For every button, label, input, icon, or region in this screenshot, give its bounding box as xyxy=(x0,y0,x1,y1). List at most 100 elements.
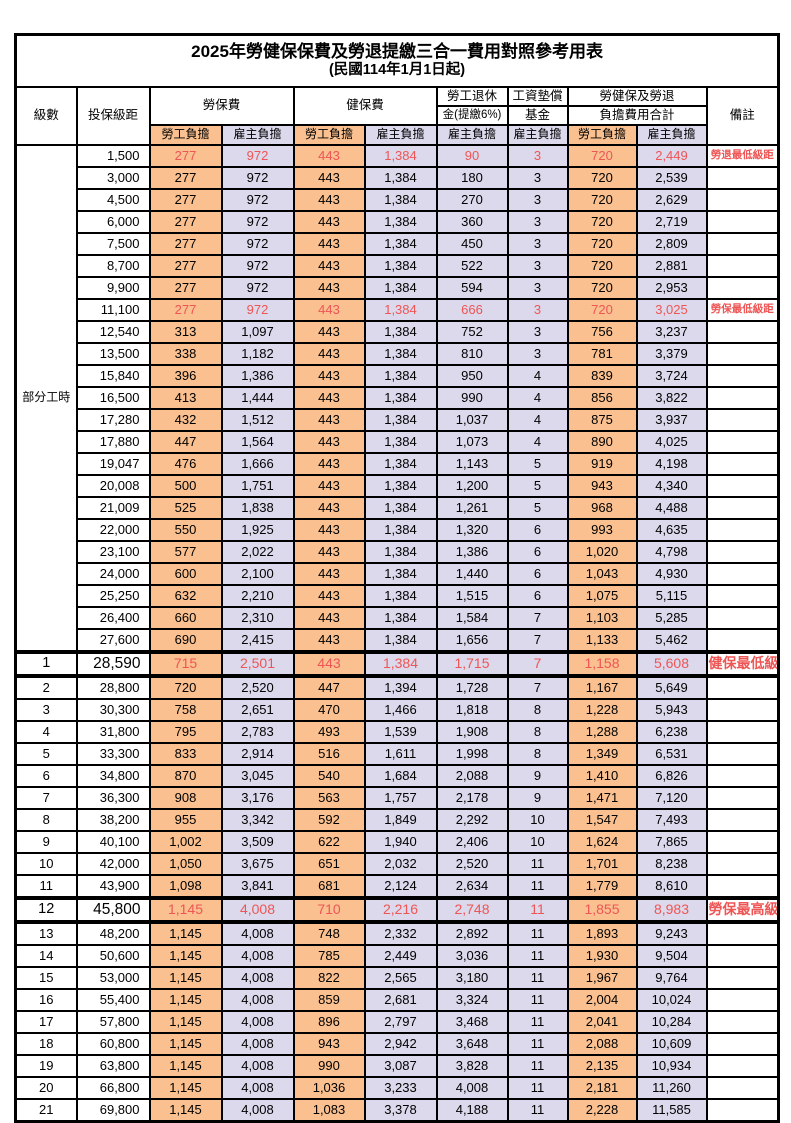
labor-ins-employer-cell: 1,444 xyxy=(220,386,295,410)
remark-cell xyxy=(705,830,780,854)
remark-cell xyxy=(705,562,780,586)
wage-fund-employer-cell: 11 xyxy=(506,1076,569,1100)
bracket-cell: 4,500 xyxy=(75,188,151,212)
col-header-level: 級數 xyxy=(14,86,78,146)
pension-employer-cell: 2,892 xyxy=(435,921,509,946)
bracket-cell: 16,500 xyxy=(75,386,151,410)
labor-ins-employer-cell: 4,008 xyxy=(220,988,295,1012)
health-ins-employer-cell: 2,942 xyxy=(363,1032,438,1056)
total-employee-cell: 2,228 xyxy=(566,1098,638,1123)
pension-employer-cell: 1,440 xyxy=(435,562,509,586)
health-ins-employee-cell: 443 xyxy=(292,496,366,520)
remark-cell xyxy=(705,166,780,190)
bracket-cell: 11,100 xyxy=(75,298,151,322)
labor-ins-employee-cell: 550 xyxy=(148,518,223,542)
labor-ins-employee-cell: 338 xyxy=(148,342,223,366)
total-employer-cell: 7,493 xyxy=(635,808,708,832)
health-ins-employer-cell: 1,384 xyxy=(363,232,438,256)
labor-ins-employee-cell: 1,145 xyxy=(148,1098,223,1123)
bracket-cell: 45,800 xyxy=(75,896,151,924)
labor-ins-employer-cell: 1,666 xyxy=(220,452,295,476)
health-ins-employee-cell: 651 xyxy=(292,852,366,876)
labor-ins-employer-cell: 2,022 xyxy=(220,540,295,564)
health-ins-employee-cell: 710 xyxy=(292,896,366,924)
pension-employer-cell: 3,468 xyxy=(435,1010,509,1034)
labor-ins-employer-cell: 2,783 xyxy=(220,720,295,744)
header-row-3: 勞工負擔 雇主負擔 勞工負擔 雇主負擔 雇主負擔 雇主負擔 勞工負擔 雇主負擔 xyxy=(16,124,779,146)
total-employee-cell: 720 xyxy=(566,144,638,168)
labor-ins-employer-cell: 972 xyxy=(220,210,295,234)
bracket-cell: 48,200 xyxy=(75,921,151,946)
health-ins-employer-cell: 2,797 xyxy=(363,1010,438,1034)
labor-ins-employer-cell: 3,045 xyxy=(220,764,295,788)
labor-ins-employer-cell: 2,914 xyxy=(220,742,295,766)
subheader-wage-fund-employer: 雇主負擔 xyxy=(506,124,569,146)
health-ins-employer-cell: 1,384 xyxy=(363,562,438,586)
wage-fund-employer-cell: 3 xyxy=(506,144,569,168)
subheader-health-employer: 雇主負擔 xyxy=(363,124,438,146)
table-row: 15 53,000 1,145 4,008 822 2,565 3,180 11 1,967 9,… xyxy=(14,966,780,990)
labor-ins-employer-cell: 1,838 xyxy=(220,496,295,520)
table-row: 5 33,300 833 2,914 516 1,611 1,998 8 1,349 6,531 xyxy=(14,742,780,766)
total-employer-cell: 6,531 xyxy=(635,742,708,766)
total-employee-cell: 1,471 xyxy=(566,786,638,810)
labor-ins-employee-cell: 1,145 xyxy=(148,1010,223,1034)
pension-employer-cell: 1,320 xyxy=(435,518,509,542)
labor-ins-employee-cell: 525 xyxy=(148,496,223,520)
health-ins-employee-cell: 443 xyxy=(292,386,366,410)
pension-employer-cell: 2,634 xyxy=(435,874,509,899)
bracket-cell: 8,700 xyxy=(75,254,151,278)
remark-cell xyxy=(705,1032,780,1056)
table-row: 17,880 447 1,564 443 1,384 1,073 4 890 4,025 xyxy=(16,430,780,454)
table-row: 24,000 600 2,100 443 1,384 1,440 6 1,043 4,930 xyxy=(16,562,780,586)
table-row: 14 50,600 1,145 4,008 785 2,449 3,036 11 1,930 9,… xyxy=(14,944,780,968)
total-employee-cell: 1,624 xyxy=(566,830,638,854)
table-header: 2025年勞健保保費及勞退提繳三合一費用對照參考用表 (民國114年1月1日起)… xyxy=(14,33,780,146)
bracket-cell: 21,009 xyxy=(75,496,151,520)
labor-ins-employee-cell: 715 xyxy=(148,650,223,678)
wage-fund-employer-cell: 3 xyxy=(506,188,569,212)
table-row: 6,000 277 972 443 1,384 360 3 720 2,719 xyxy=(16,210,780,234)
pension-employer-cell: 950 xyxy=(435,364,509,388)
pension-employer-cell: 2,088 xyxy=(435,764,509,788)
remark-cell xyxy=(705,742,780,766)
wage-fund-employer-cell: 3 xyxy=(506,298,569,322)
wage-fund-employer-cell: 11 xyxy=(506,874,569,899)
pension-employer-cell: 2,292 xyxy=(435,808,509,832)
bracket-cell: 50,600 xyxy=(75,944,151,968)
health-ins-employee-cell: 443 xyxy=(292,144,366,168)
wage-fund-employer-cell: 5 xyxy=(506,474,569,498)
bracket-cell: 63,800 xyxy=(75,1054,151,1078)
wage-fund-employer-cell: 7 xyxy=(506,650,569,678)
labor-ins-employer-cell: 1,386 xyxy=(220,364,295,388)
health-ins-employee-cell: 443 xyxy=(292,320,366,344)
table-row: 9,900 277 972 443 1,384 594 3 720 2,953 xyxy=(16,276,780,300)
col-header-total-line2: 負擔費用合計 xyxy=(566,105,708,126)
bracket-cell: 33,300 xyxy=(75,742,151,766)
health-ins-employer-cell: 2,565 xyxy=(363,966,438,990)
table-row: 1 28,590 715 2,501 443 1,384 1,715 7 1,158 5,608 健… xyxy=(14,650,780,678)
col-header-pension-line2: 金(提繳6%) xyxy=(435,105,509,126)
col-header-remark: 備註 xyxy=(705,86,780,146)
table-row: 6 34,800 870 3,045 540 1,684 2,088 9 1,410 6,826 xyxy=(14,764,780,788)
health-ins-employee-cell: 443 xyxy=(292,188,366,212)
table-row: 部分工時 1,500 277 972 443 1,384 90 3 720 2,449 勞退最低級距 xyxy=(14,144,780,653)
labor-ins-employer-cell: 1,564 xyxy=(220,430,295,454)
total-employee-cell: 919 xyxy=(566,452,638,476)
total-employee-cell: 839 xyxy=(566,364,638,388)
total-employer-cell: 3,937 xyxy=(635,408,708,432)
health-ins-employer-cell: 1,466 xyxy=(363,698,438,722)
wage-fund-employer-cell: 5 xyxy=(506,496,569,520)
wage-fund-employer-cell: 6 xyxy=(506,540,569,564)
labor-ins-employer-cell: 4,008 xyxy=(220,1010,295,1034)
total-employer-cell: 6,238 xyxy=(635,720,708,744)
wage-fund-employer-cell: 11 xyxy=(506,852,569,876)
wage-fund-employer-cell: 8 xyxy=(506,720,569,744)
remark-cell xyxy=(705,584,780,608)
pension-employer-cell: 1,998 xyxy=(435,742,509,766)
health-ins-employee-cell: 896 xyxy=(292,1010,366,1034)
wage-fund-employer-cell: 3 xyxy=(506,210,569,234)
table-row: 21 69,800 1,145 4,008 1,083 3,378 4,188 11 2,228… xyxy=(14,1098,780,1123)
health-ins-employer-cell: 1,384 xyxy=(363,210,438,234)
labor-ins-employer-cell: 4,008 xyxy=(220,966,295,990)
